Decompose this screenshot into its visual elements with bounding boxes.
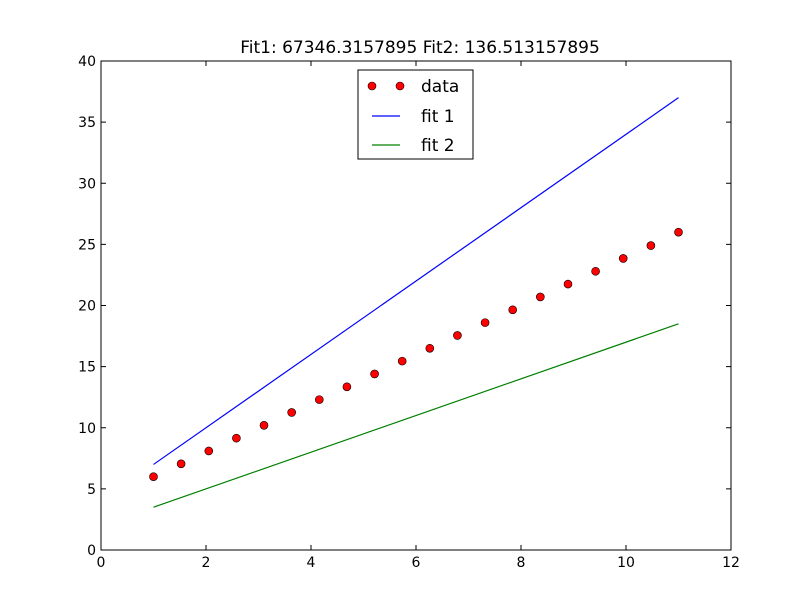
x-tick-label: 6 — [412, 555, 421, 571]
y-tick-label: 40 — [78, 54, 96, 70]
x-tick-label: 2 — [202, 555, 211, 571]
legend-marker-data-left — [367, 81, 377, 91]
data-point — [453, 331, 462, 340]
data-point — [425, 343, 435, 353]
y-tick-label: 30 — [78, 176, 96, 192]
data-point — [508, 305, 518, 315]
data-point — [397, 356, 407, 366]
series-layer — [149, 97, 683, 508]
data-point — [674, 227, 683, 237]
x-tick-label: 12 — [722, 555, 740, 571]
series-line-fit-1 — [153, 97, 679, 465]
data-point — [563, 279, 573, 289]
data-point — [536, 292, 545, 302]
y-tick-label: 35 — [78, 115, 96, 131]
y-tick-label: 15 — [78, 360, 96, 376]
y-tick-label: 0 — [87, 543, 96, 559]
legend-box — [357, 69, 474, 160]
y-tick-label: 10 — [78, 421, 96, 437]
data-point — [176, 459, 186, 469]
x-tick-label: 10 — [617, 555, 635, 571]
x-tick-label: 0 — [97, 555, 106, 571]
data-point — [287, 408, 296, 417]
data-point — [480, 318, 490, 327]
data-point — [591, 266, 600, 276]
legend-label-fit-2: fit 2 — [421, 136, 455, 156]
series-line-fit-2 — [153, 323, 679, 508]
legend-marker-data-right — [395, 81, 405, 91]
data-point — [232, 433, 241, 443]
data-point — [342, 382, 352, 392]
y-tick-label: 20 — [78, 299, 96, 315]
legend-label-data: data — [421, 77, 459, 97]
y-tick-label: 25 — [78, 237, 96, 253]
legend: data fit 1 fit 2 — [357, 69, 474, 160]
x-tick-label: 8 — [517, 555, 526, 571]
data-point — [618, 254, 628, 263]
data-point — [259, 421, 269, 430]
y-tick-label: 5 — [87, 482, 96, 498]
data-point — [370, 369, 379, 379]
data-point — [204, 446, 214, 456]
x-tick-label: 4 — [307, 555, 316, 571]
axes-ticks: 0 2 4 6 8 10 12 0 5 10 15 20 25 30 35 40 — [78, 54, 740, 571]
data-point — [149, 472, 158, 481]
chart-title: Fit1: 67346.3157895 Fit2: 136.513157895 — [240, 38, 600, 58]
data-point — [646, 241, 656, 250]
data-point — [314, 395, 324, 404]
legend-label-fit-1: fit 1 — [421, 107, 455, 127]
